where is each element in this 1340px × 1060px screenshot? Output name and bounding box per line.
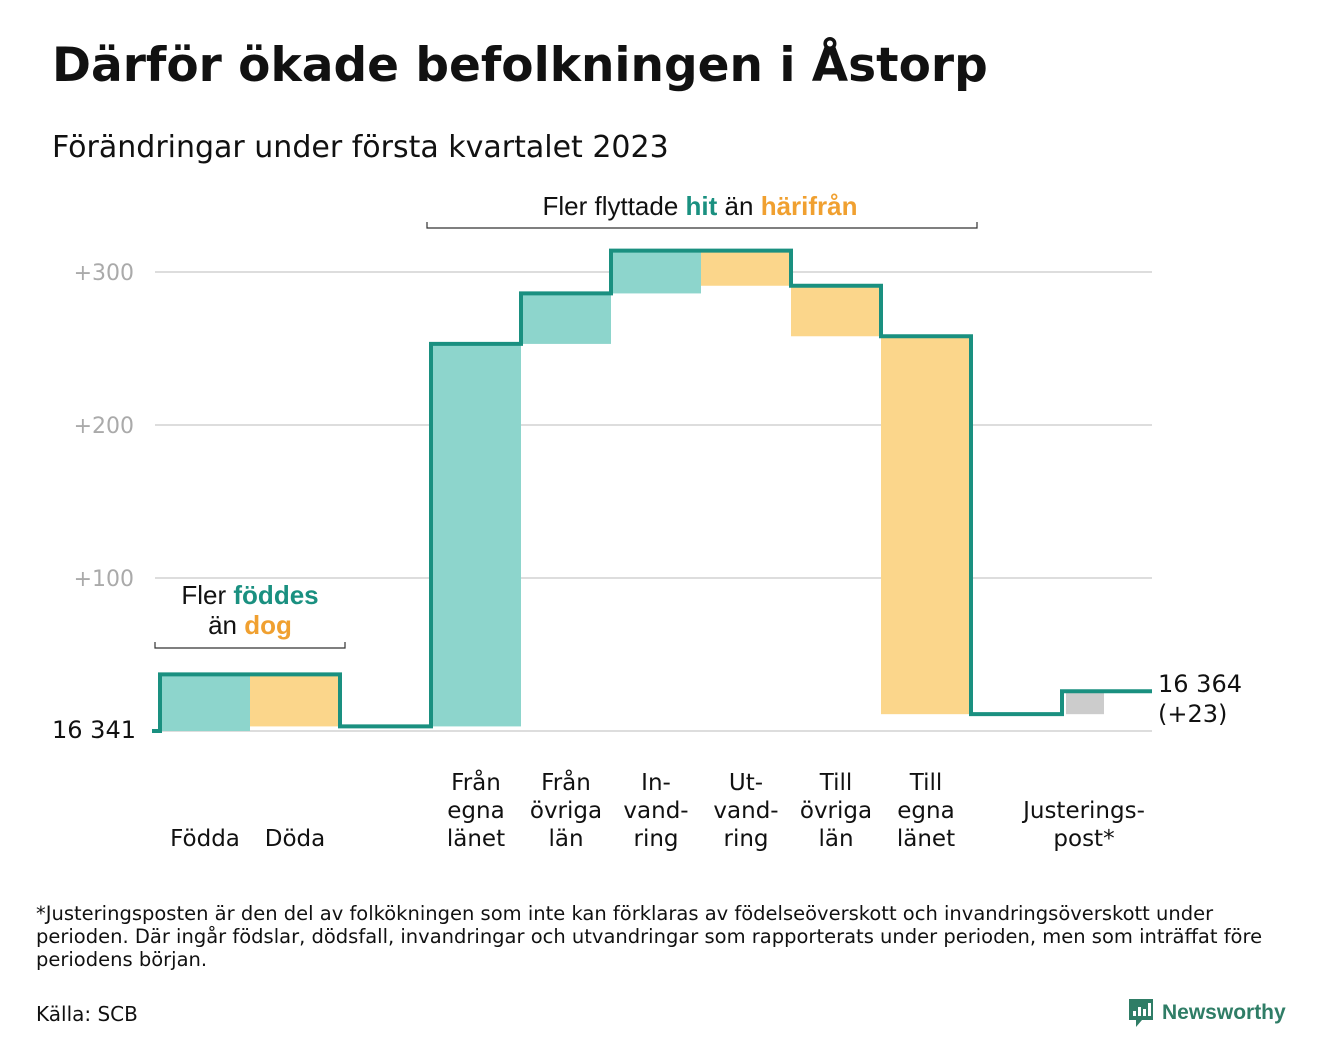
migration-bracket [426,222,978,229]
y-tick-label: +300 [74,261,134,286]
y-tick-label: +100 [74,567,134,592]
bar-adjustment [1066,691,1104,715]
category-label-emigration: Ut-vand-ring [713,770,778,852]
births-bracket [154,642,346,649]
bar-to-own-county [881,336,971,715]
births-annotation-text-2: än [208,610,237,640]
waterfall-bars [160,250,1104,731]
bar-to-other-counties [791,285,881,337]
chart-title: Därför ökade befolkningen i Åstorp [52,38,988,93]
category-label-adjustment: Justerings-post* [1021,798,1145,852]
grid-lines [155,271,1152,732]
bar-immigration [611,250,701,294]
category-label-to-other-counties: Till övriga län [800,770,872,852]
category-label-immigration: In-vand-ring [623,770,688,852]
bar-death [250,674,340,727]
category-label-from-own-county: Från egna länet [447,768,505,852]
newsworthy-logo-icon [1129,999,1153,1027]
births-annotation-text: Fler [181,580,226,610]
end-change-label: (+23) [1158,700,1227,728]
bar-from-other-counties [521,293,611,344]
category-label-to-own-county: Till egna länet [897,770,955,852]
migration-annotation-mid: än [725,191,754,221]
migration-annotation: Fler flyttade hit än härifrån [426,191,978,229]
y-tick-labels: +300 +200 +100 [74,261,134,592]
bar-emigration [701,250,791,286]
end-value-label: 16 364 [1158,670,1242,698]
source-label: Källa: SCB [36,1002,138,1026]
brand-name: Newsworthy [1162,1001,1286,1024]
cumulative-step-line [152,248,1152,733]
chart-subtitle: Förändringar under första kvartalet 2023 [52,130,669,165]
waterfall-chart: +300 +200 +100 Födda Döda Från egna länet Från ö… [52,191,1242,852]
svg-text:Fler flyttade hit: Fler flyttade hit än härifrån [542,191,857,221]
category-label-from-other-counties: Från övriga län [530,768,602,852]
migration-in-highlight: hit [686,191,718,221]
category-label-birth: Födda [170,826,240,852]
category-label-death: Döda [265,826,325,852]
svg-text:än dog: än dog [208,610,292,640]
baseline-value-label: 16 341 [52,716,136,744]
migration-annotation-text: Fler flyttade [542,191,678,221]
births-annotation: Fler föddes än dog [154,580,346,649]
category-labels: Födda Döda Från egna länet Från övriga län In-va… [170,768,1145,852]
svg-text:Fler föddes: Fler föddes [181,580,318,610]
brand-logo: Newsworthy [1128,996,1286,1030]
bar-birth [160,674,250,731]
deaths-highlight: dog [244,610,292,640]
footnote: *Justeringsposten är den del av folkökni… [36,902,1263,971]
bar-from-own-county [431,343,521,727]
births-highlight: föddes [233,580,318,610]
migration-out-highlight: härifrån [761,191,858,221]
y-tick-label: +200 [74,414,134,439]
